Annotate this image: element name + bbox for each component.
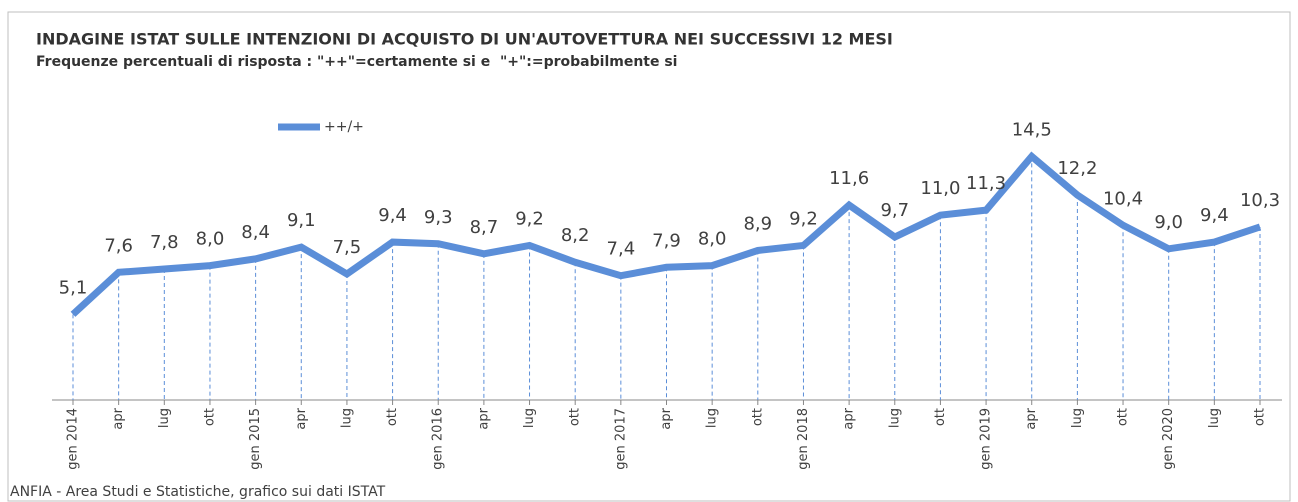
value-label: 9,1 [287,210,316,231]
value-label: 10,4 [1103,188,1143,209]
x-tick-label: gen 2020 [1161,408,1176,470]
chart-title: INDAGINE ISTAT SULLE INTENZIONI DI ACQUI… [36,30,893,49]
chart-subtitle: Frequenze percentuali di risposta : "++"… [36,54,677,70]
value-label: 9,0 [1154,212,1183,233]
x-tick-label: gen 2017 [613,408,628,470]
x-tick-label: gen 2018 [796,408,811,470]
value-label: 8,7 [470,217,499,238]
value-label: 9,4 [378,205,407,226]
value-label: 7,6 [104,235,133,256]
data-line [70,151,1262,317]
x-tick-label: ott [202,408,217,426]
x-tick-label: gen 2014 [66,408,81,470]
x-tick-label: ott [568,408,583,426]
x-tick-label: apr [842,407,857,429]
value-label: 11,6 [829,168,869,189]
x-tick-label: apr [294,407,309,429]
legend-label: ++/+ [324,119,364,135]
x-tick-label: ott [933,408,948,426]
value-label: 8,2 [561,225,590,246]
x-tick-label: lug [887,408,902,428]
chart-frame [7,11,1291,502]
x-tick-label: lug [522,408,537,428]
x-tick-label: lug [339,408,354,428]
value-label: 9,2 [789,208,818,229]
x-tick-label: ott [1253,408,1268,426]
x-tick-label: ott [385,408,400,426]
x-tick-label: lug [1070,408,1085,428]
value-label: 14,5 [1012,119,1052,140]
x-tick-label: lug [157,408,172,428]
value-label: 9,7 [880,200,909,221]
x-tick-label: apr [111,407,126,429]
value-label: 11,3 [966,173,1006,194]
value-label: 8,9 [743,213,772,234]
value-label: 5,1 [59,277,88,298]
source-note: ANFIA - Area Studi e Statistiche, grafic… [10,484,386,500]
value-label: 8,0 [196,229,225,250]
value-label: 7,8 [150,232,179,253]
value-label: 11,0 [920,178,960,199]
x-tick-label: apr [659,407,674,429]
value-label: 7,9 [652,230,681,251]
value-label: 9,4 [1200,205,1229,226]
x-tick-label: lug [705,408,720,428]
x-tick-label: gen 2019 [979,408,994,470]
x-tick-label: gen 2015 [248,408,263,470]
value-label: 9,3 [424,207,453,228]
value-label: 8,4 [241,222,270,243]
value-label: 8,0 [698,229,727,250]
x-tick-label: ott [1116,408,1131,426]
x-tick-label: lug [1207,408,1222,428]
x-tick-label: apr [1024,407,1039,429]
x-tick-label: apr [476,407,491,429]
value-label: 12,2 [1057,158,1097,179]
x-tick-label: ott [750,408,765,426]
value-label: 10,3 [1240,190,1280,211]
x-tick-label: gen 2016 [431,408,446,470]
value-label: 7,5 [333,237,362,258]
value-label: 9,2 [515,208,544,229]
value-label: 7,4 [607,239,636,260]
